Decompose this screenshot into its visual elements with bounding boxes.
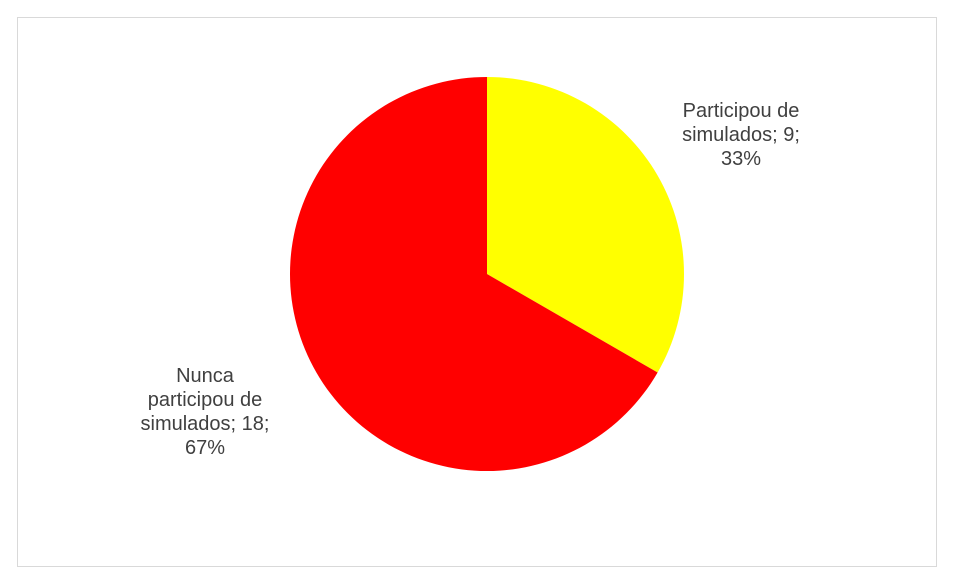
data-label-nunca-participou-line-3: simulados; 18; (140, 413, 270, 435)
pie-slices (289, 77, 684, 471)
data-label-nunca-participou: Nunca participou de simulados; 18; 67% (120, 364, 290, 460)
data-label-participou-line-1: Participou de (682, 100, 800, 122)
slice-nunca-participou (289, 77, 658, 471)
data-label-nunca-participou-line-1: Nunca (176, 365, 234, 387)
data-label-participou-line-2: simulados; 9; (682, 124, 800, 146)
data-label-participou: Participou de simulados; 9; 33% (656, 99, 826, 171)
data-label-nunca-participou-line-4: 67% (184, 437, 226, 459)
data-label-participou-line-3: 33% (720, 148, 762, 170)
data-label-nunca-participou-line-2: participou de (147, 389, 263, 411)
slice-participou (487, 77, 684, 373)
